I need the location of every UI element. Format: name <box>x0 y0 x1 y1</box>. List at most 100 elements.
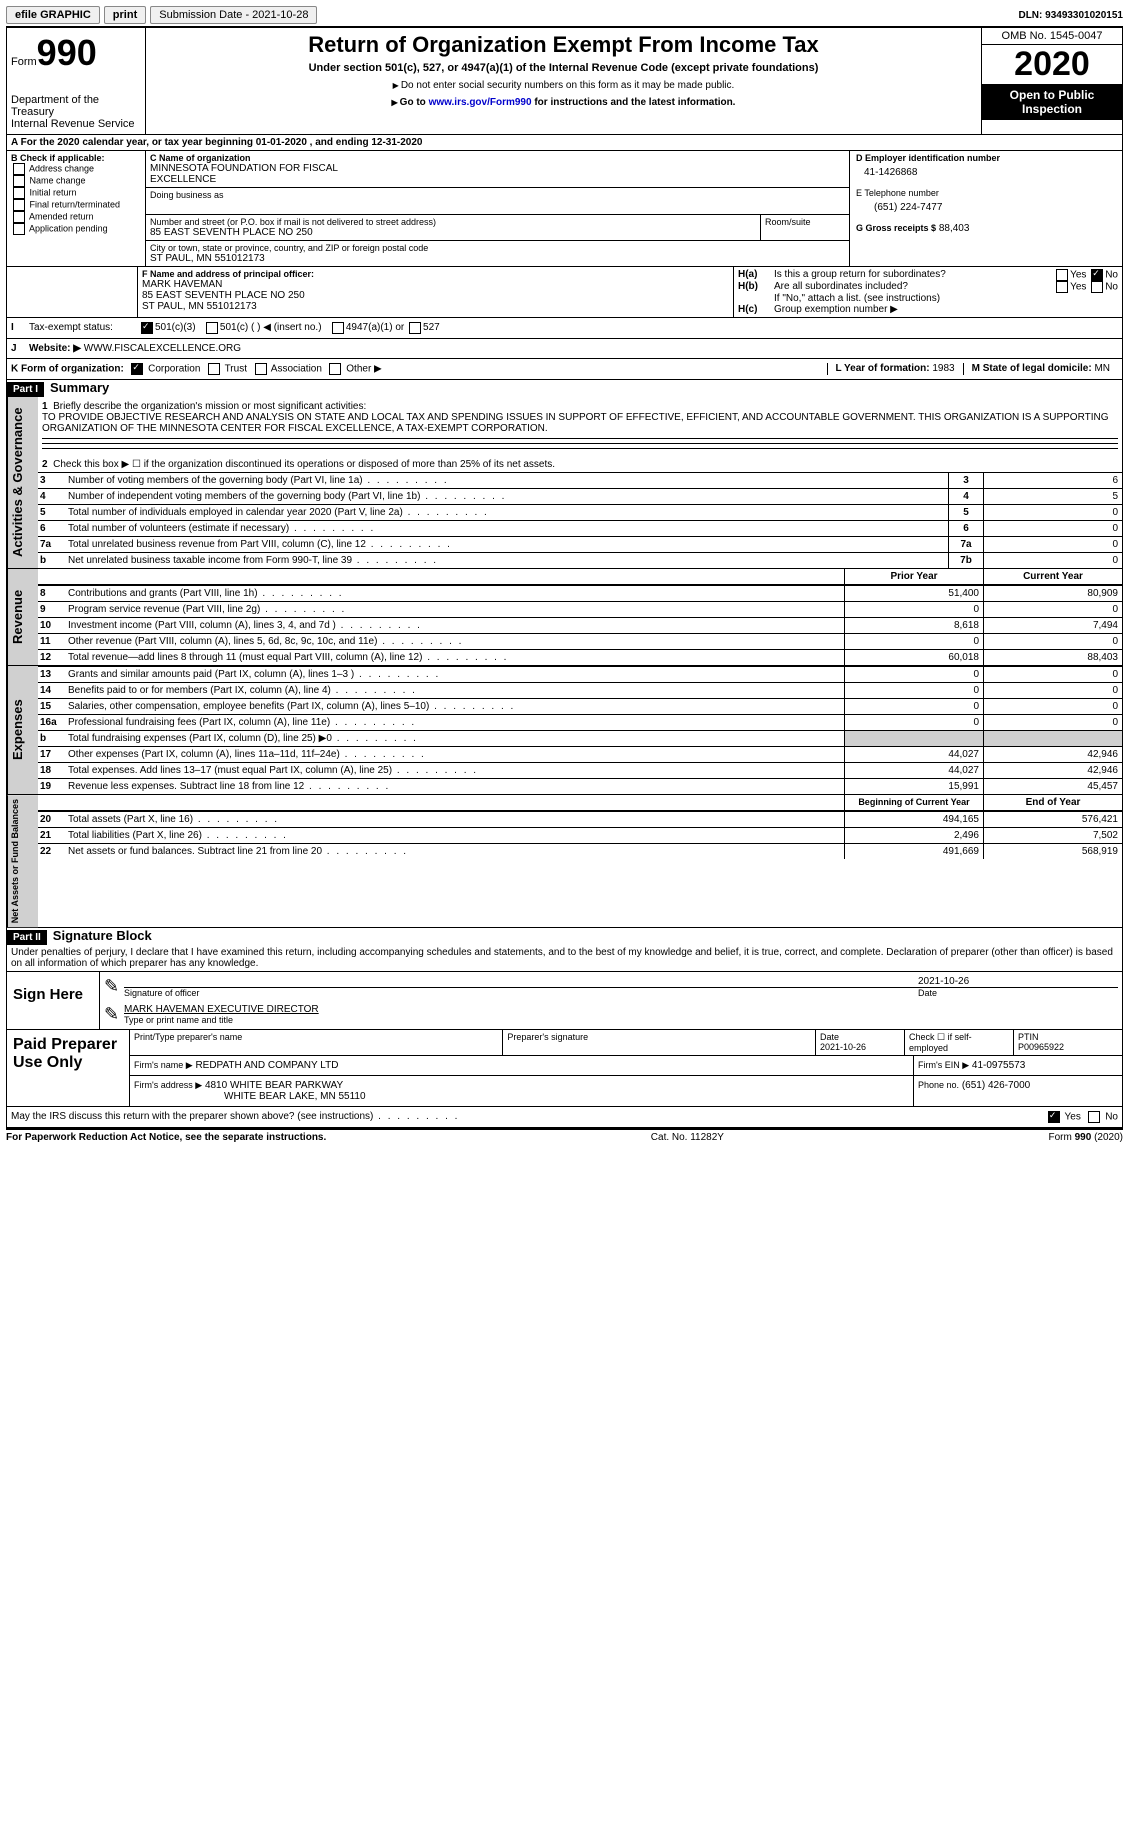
part1-label: Part I <box>7 382 44 397</box>
dept-treasury: Department of the Treasury <box>11 94 141 118</box>
table-row: 5Total number of individuals employed in… <box>38 504 1122 520</box>
table-row: 7aTotal unrelated business revenue from … <box>38 536 1122 552</box>
prep-date-label: Date <box>820 1032 839 1042</box>
firm-ein-label: Firm's EIN ▶ <box>918 1060 969 1070</box>
state-domicile: MN <box>1094 363 1110 374</box>
city-label: City or town, state or province, country… <box>150 243 845 253</box>
phone-label: Phone no. <box>918 1080 959 1090</box>
note-goto-post: for instructions and the latest informat… <box>532 97 736 108</box>
f-label: F Name and address of principal officer: <box>142 269 729 279</box>
footer: For Paperwork Reduction Act Notice, see … <box>6 1128 1123 1145</box>
prep-name-label: Print/Type preparer's name <box>130 1030 503 1055</box>
cb-corp[interactable] <box>131 363 143 375</box>
form-label: Form <box>11 56 37 68</box>
street-label: Number and street (or P.O. box if mail i… <box>150 217 756 227</box>
tax-year: 2020 <box>982 45 1122 84</box>
table-row: 14Benefits paid to or for members (Part … <box>38 682 1122 698</box>
ein: 41-1426868 <box>864 167 1116 178</box>
table-row: 22Net assets or fund balances. Subtract … <box>38 843 1122 859</box>
paid-preparer: Paid Preparer Use Only <box>7 1030 130 1106</box>
cb-discuss-no[interactable] <box>1088 1111 1100 1123</box>
discuss-row: May the IRS discuss this return with the… <box>6 1107 1123 1128</box>
box-h: H(a) Is this a group return for subordin… <box>734 267 1122 317</box>
table-row: 15Salaries, other compensation, employee… <box>38 698 1122 714</box>
cb-discuss-yes[interactable] <box>1048 1111 1060 1123</box>
col-prior: Prior Year <box>844 569 983 584</box>
ptin: P00965922 <box>1018 1042 1064 1052</box>
return-title: Return of Organization Exempt From Incom… <box>156 32 971 58</box>
table-row: 21Total liabilities (Part X, line 26)2,4… <box>38 827 1122 843</box>
cb-501c[interactable] <box>206 322 218 334</box>
table-row: bNet unrelated business taxable income f… <box>38 552 1122 568</box>
cb-amended[interactable]: Amended return <box>29 211 94 221</box>
paid-preparer-block: Paid Preparer Use Only Print/Type prepar… <box>6 1030 1123 1107</box>
subtitle: Under section 501(c), 527, or 4947(a)(1)… <box>156 62 971 74</box>
omb-number: OMB No. 1545-0047 <box>982 28 1122 45</box>
table-row: 20Total assets (Part X, line 16)494,1655… <box>38 811 1122 827</box>
officer-addr2: ST PAUL, MN 551012173 <box>142 301 729 312</box>
opt-527: 527 <box>423 322 440 334</box>
prep-sig-label: Preparer's signature <box>503 1030 816 1055</box>
m-label: M State of legal domicile: <box>972 363 1092 374</box>
firm-addr-label: Firm's address ▶ <box>134 1080 202 1090</box>
vlabel-expenses: Expenses <box>7 666 38 794</box>
cb-name[interactable]: Name change <box>30 175 86 185</box>
table-row: 4Number of independent voting members of… <box>38 488 1122 504</box>
cb-initial[interactable]: Initial return <box>30 187 77 197</box>
table-row: 8Contributions and grants (Part VIII, li… <box>38 585 1122 601</box>
sign-here-block: Sign Here ✎ 2021-10-26 Signature of offi… <box>6 971 1123 1030</box>
cb-501c3[interactable] <box>141 322 153 334</box>
footer-right: Form 990 (2020) <box>1049 1132 1124 1143</box>
table-row: 6Total number of volunteers (estimate if… <box>38 520 1122 536</box>
gross-receipts: 88,403 <box>939 223 970 234</box>
cb-final[interactable]: Final return/terminated <box>30 199 121 209</box>
street: 85 EAST SEVENTH PLACE NO 250 <box>150 227 756 238</box>
cb-assoc[interactable] <box>255 363 267 375</box>
part2: Part IISignature Block Under penalties o… <box>6 928 1123 971</box>
part2-label: Part II <box>7 930 47 945</box>
row-i: I Tax-exempt status: 501(c)(3) 501(c) ( … <box>6 318 1123 339</box>
period-line: A For the 2020 calendar year, or tax yea… <box>6 135 1123 151</box>
print-button[interactable]: print <box>104 6 146 24</box>
ha-label: Is this a group return for subordinates? <box>774 269 1054 281</box>
sig-date: 2021-10-26 <box>918 976 1118 987</box>
opt-assoc: Association <box>271 364 322 375</box>
l-label: L Year of formation: <box>836 363 930 374</box>
e-label: E Telephone number <box>856 188 1116 198</box>
j-label: Website: ▶ <box>29 343 81 354</box>
c-name-label: C Name of organization <box>150 153 845 163</box>
cb-address[interactable]: Address change <box>29 163 94 173</box>
box-b-title: B Check if applicable: <box>11 153 141 163</box>
hb-label: Are all subordinates included? <box>774 281 1054 293</box>
cb-527[interactable] <box>409 322 421 334</box>
col-end: End of Year <box>983 795 1122 810</box>
footer-mid: Cat. No. 11282Y <box>326 1132 1048 1143</box>
vlabel-netassets: Net Assets or Fund Balances <box>7 795 38 927</box>
opt-other: Other ▶ <box>346 364 381 375</box>
table-row: 9Program service revenue (Part VIII, lin… <box>38 601 1122 617</box>
dept-irs: Internal Revenue Service <box>11 118 141 130</box>
ptin-label: PTIN <box>1018 1032 1039 1042</box>
cb-4947[interactable] <box>332 322 344 334</box>
part1: Part ISummary Activities & Governance 1 … <box>6 380 1123 928</box>
table-row: 12Total revenue—add lines 8 through 11 (… <box>38 649 1122 665</box>
irs-link[interactable]: www.irs.gov/Form990 <box>429 97 532 108</box>
yes-label-2: Yes <box>1070 282 1086 293</box>
opt-501c3: 501(c)(3) <box>155 322 196 334</box>
table-row: 11Other revenue (Part VIII, column (A), … <box>38 633 1122 649</box>
cb-trust[interactable] <box>208 363 220 375</box>
opt-4947: 4947(a)(1) or <box>346 322 404 334</box>
no-label-3: No <box>1105 1112 1118 1123</box>
firm-addr2: WHITE BEAR LAKE, MN 55110 <box>224 1091 366 1102</box>
submission-date: Submission Date - 2021-10-28 <box>150 6 317 24</box>
check-self-employed: Check ☐ if self-employed <box>905 1030 1014 1055</box>
sig-label: Signature of officer <box>124 988 918 998</box>
yes-label: Yes <box>1070 270 1086 281</box>
dln: DLN: 93493301020151 <box>1018 10 1123 21</box>
table-row: 10Investment income (Part VIII, column (… <box>38 617 1122 633</box>
form-header: Form990 Department of the Treasury Inter… <box>6 26 1123 135</box>
efile-button[interactable]: efile GRAPHIC <box>6 6 100 24</box>
cb-other[interactable] <box>329 363 341 375</box>
cb-pending[interactable]: Application pending <box>29 223 108 233</box>
part1-title: Summary <box>44 378 115 397</box>
